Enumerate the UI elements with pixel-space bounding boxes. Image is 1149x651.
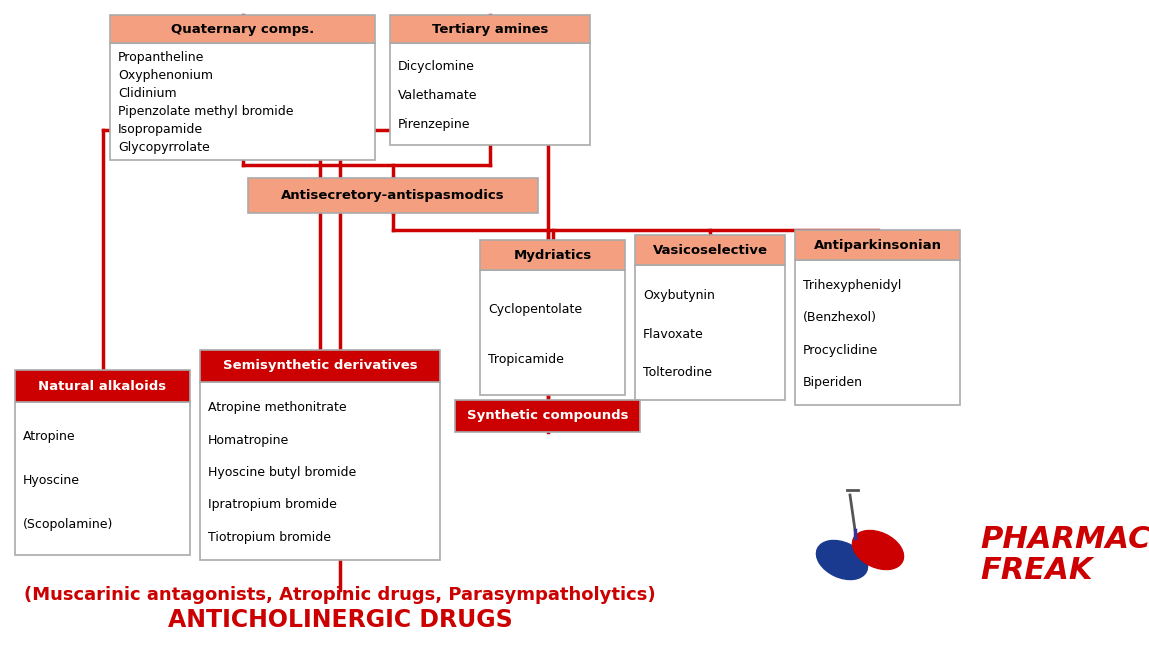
Text: Tropicamide: Tropicamide <box>488 353 564 367</box>
Text: Cyclopentolate: Cyclopentolate <box>488 303 583 316</box>
FancyBboxPatch shape <box>248 178 538 213</box>
FancyBboxPatch shape <box>390 15 589 43</box>
FancyBboxPatch shape <box>110 43 375 160</box>
Text: Propantheline: Propantheline <box>118 51 205 64</box>
Text: Pipenzolate methyl bromide: Pipenzolate methyl bromide <box>118 105 293 118</box>
Text: Ipratropium bromide: Ipratropium bromide <box>208 499 337 512</box>
Text: Tolterodine: Tolterodine <box>643 367 712 380</box>
Text: (Muscarinic antagonists, Atropinic drugs, Parasympatholytics): (Muscarinic antagonists, Atropinic drugs… <box>24 586 656 604</box>
Text: Synthetic compounds: Synthetic compounds <box>466 409 629 422</box>
Text: Semisynthetic derivatives: Semisynthetic derivatives <box>223 359 417 372</box>
Text: Glycopyrrolate: Glycopyrrolate <box>118 141 210 154</box>
Text: (Scopolamine): (Scopolamine) <box>23 518 114 531</box>
Text: Tertiary amines: Tertiary amines <box>432 23 548 36</box>
Text: Tiotropium bromide: Tiotropium bromide <box>208 531 331 544</box>
FancyBboxPatch shape <box>480 240 625 270</box>
FancyBboxPatch shape <box>635 235 785 265</box>
Text: Procyclidine: Procyclidine <box>803 344 878 357</box>
FancyBboxPatch shape <box>200 382 440 560</box>
FancyBboxPatch shape <box>455 400 640 432</box>
Text: Homatropine: Homatropine <box>208 434 290 447</box>
FancyBboxPatch shape <box>795 230 961 260</box>
Text: Quaternary comps.: Quaternary comps. <box>171 23 314 36</box>
Ellipse shape <box>853 531 903 570</box>
Text: Isopropamide: Isopropamide <box>118 123 203 136</box>
Text: Biperiden: Biperiden <box>803 376 863 389</box>
Text: Hyoscine: Hyoscine <box>23 474 80 487</box>
Text: Atropine methonitrate: Atropine methonitrate <box>208 402 347 415</box>
FancyBboxPatch shape <box>635 265 785 400</box>
FancyBboxPatch shape <box>390 43 589 145</box>
Text: Vasicoselective: Vasicoselective <box>653 243 768 256</box>
FancyBboxPatch shape <box>480 270 625 395</box>
Text: Pirenzepine: Pirenzepine <box>398 118 470 131</box>
Text: Flavoxate: Flavoxate <box>643 328 703 341</box>
FancyBboxPatch shape <box>15 370 190 402</box>
FancyBboxPatch shape <box>15 402 190 555</box>
Text: Atropine: Atropine <box>23 430 76 443</box>
Text: Clidinium: Clidinium <box>118 87 177 100</box>
FancyBboxPatch shape <box>110 15 375 43</box>
Text: Antisecretory-antispasmodics: Antisecretory-antispasmodics <box>282 189 504 202</box>
Text: Mydriatics: Mydriatics <box>514 249 592 262</box>
FancyBboxPatch shape <box>795 260 961 405</box>
Text: (Benzhexol): (Benzhexol) <box>803 311 877 324</box>
Text: ANTICHOLINERGIC DRUGS: ANTICHOLINERGIC DRUGS <box>168 608 512 632</box>
Text: Trihexyphenidyl: Trihexyphenidyl <box>803 279 901 292</box>
Text: Valethamate: Valethamate <box>398 89 478 102</box>
Text: Oxyphenonium: Oxyphenonium <box>118 69 213 82</box>
Text: Antiparkinsonian: Antiparkinsonian <box>813 238 941 251</box>
Text: Natural alkaloids: Natural alkaloids <box>38 380 167 393</box>
Text: Dicyclomine: Dicyclomine <box>398 60 475 73</box>
Text: PHARMACY
FREAK: PHARMACY FREAK <box>980 525 1149 585</box>
Text: Oxybutynin: Oxybutynin <box>643 289 715 302</box>
Text: Hyoscine butyl bromide: Hyoscine butyl bromide <box>208 466 356 479</box>
FancyBboxPatch shape <box>200 350 440 382</box>
Ellipse shape <box>817 540 867 579</box>
